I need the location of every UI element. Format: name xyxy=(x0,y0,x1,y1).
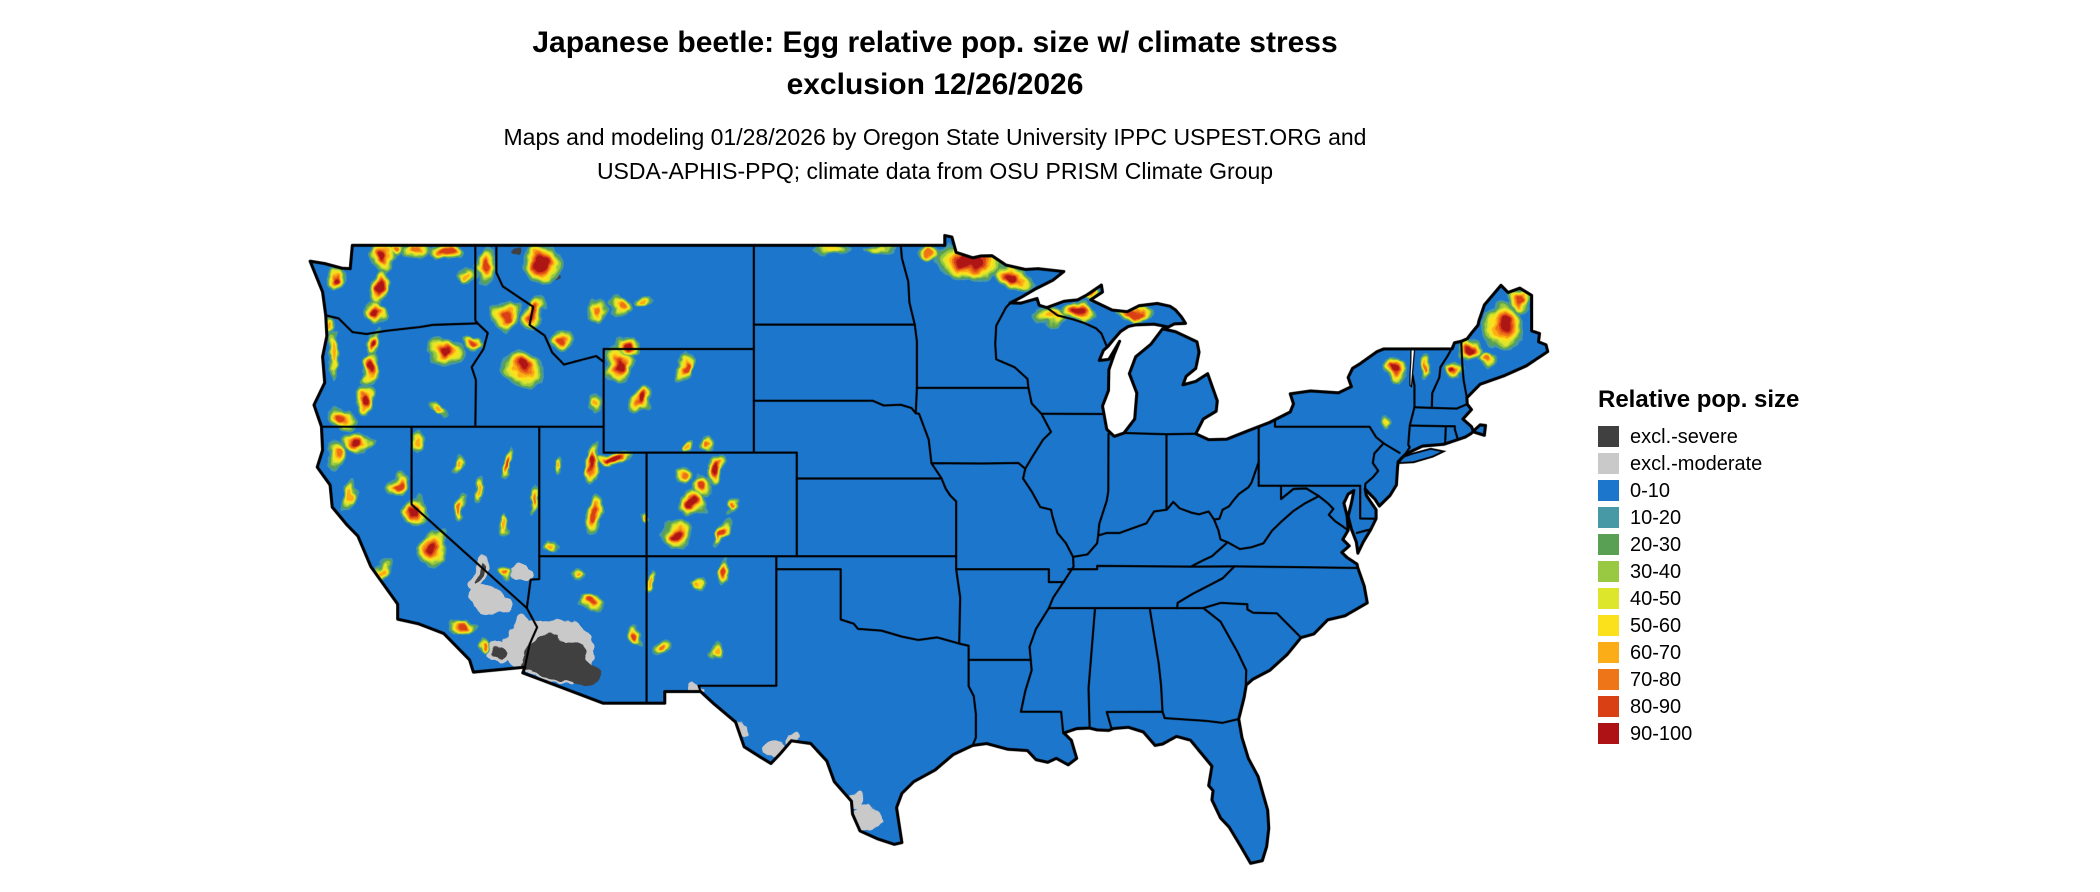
map-title-line1: Japanese beetle: Egg relative pop. size … xyxy=(532,26,1338,59)
legend-item: 10-20 xyxy=(1598,507,1799,528)
legend-label: 40-50 xyxy=(1630,587,1682,610)
legend-title: Relative pop. size xyxy=(1598,386,1800,413)
legend-label: 80-90 xyxy=(1630,695,1682,718)
legend-item: excl.-severe xyxy=(1598,426,1799,447)
legend-swatch xyxy=(1598,588,1619,609)
legend-swatch xyxy=(1598,615,1619,636)
state-borders xyxy=(320,244,1468,747)
legend-label: 90-100 xyxy=(1630,722,1693,745)
legend-label: 0-10 xyxy=(1630,479,1671,502)
legend-swatch xyxy=(1598,534,1619,555)
legend-items: excl.-severe excl.-moderate 0-10 10-20 20-30… xyxy=(1598,426,1799,744)
hotspot-overlay xyxy=(322,237,1535,660)
conus-outline xyxy=(308,233,1550,865)
legend-item: 70-80 xyxy=(1598,669,1799,690)
map-title: Japanese beetle: Egg relative pop. size … xyxy=(330,22,1540,106)
header: Japanese beetle: Egg relative pop. size … xyxy=(330,22,1540,188)
legend-label: 70-80 xyxy=(1630,668,1682,691)
legend: Relative pop. size excl.-severe excl.-mod… xyxy=(1598,386,1799,750)
legend-item: 20-30 xyxy=(1598,534,1799,555)
legend-item: 60-70 xyxy=(1598,642,1799,663)
legend-swatch xyxy=(1598,696,1619,717)
legend-item: excl.-moderate xyxy=(1598,453,1799,474)
map-subtitle: Maps and modeling 01/28/2026 by Oregon S… xyxy=(330,120,1540,188)
us-map-svg xyxy=(308,233,1550,865)
legend-swatch xyxy=(1598,642,1619,663)
legend-label: 10-20 xyxy=(1630,506,1682,529)
legend-label: excl.-moderate xyxy=(1630,452,1763,475)
legend-swatch xyxy=(1598,480,1619,501)
legend-item: 80-90 xyxy=(1598,696,1799,717)
legend-swatch xyxy=(1598,723,1619,744)
legend-swatch xyxy=(1598,561,1619,582)
legend-item: 50-60 xyxy=(1598,615,1799,636)
map-title-line2: exclusion 12/26/2026 xyxy=(786,68,1084,101)
conus-land xyxy=(310,235,1548,864)
map-subtitle-line2: USDA-APHIS-PPQ; climate data from OSU PR… xyxy=(596,158,1274,184)
legend-swatch xyxy=(1598,453,1619,474)
legend-item: 90-100 xyxy=(1598,723,1799,744)
legend-label: 30-40 xyxy=(1630,560,1682,583)
legend-swatch xyxy=(1598,426,1619,447)
legend-label: 50-60 xyxy=(1630,614,1682,637)
us-map xyxy=(300,222,1555,886)
legend-label: 20-30 xyxy=(1630,533,1682,556)
pop-size-overlay xyxy=(322,237,1535,832)
legend-item: 0-10 xyxy=(1598,480,1799,501)
legend-swatch xyxy=(1598,669,1619,690)
conus-base xyxy=(310,235,1548,864)
legend-label: 60-70 xyxy=(1630,641,1682,664)
legend-item: 40-50 xyxy=(1598,588,1799,609)
legend-swatch xyxy=(1598,507,1619,528)
map-subtitle-line1: Maps and modeling 01/28/2026 by Oregon S… xyxy=(503,124,1367,150)
legend-label: excl.-severe xyxy=(1630,425,1738,448)
legend-item: 30-40 xyxy=(1598,561,1799,582)
